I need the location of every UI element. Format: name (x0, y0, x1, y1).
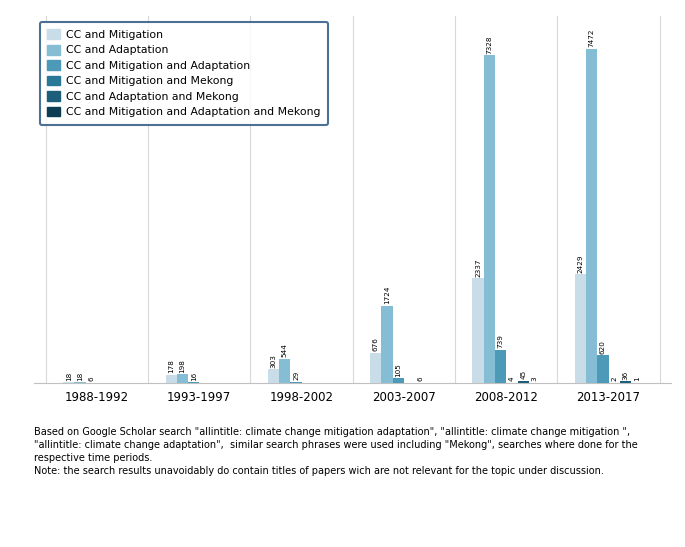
Text: 676: 676 (373, 337, 379, 351)
Bar (177, 374, 188, 383)
Text: 198: 198 (179, 359, 186, 373)
Text: 7472: 7472 (588, 29, 595, 48)
Bar (393, 378, 404, 383)
Bar (575, 275, 586, 383)
Text: 620: 620 (600, 340, 606, 354)
Text: 178: 178 (168, 359, 174, 374)
Text: 6: 6 (88, 376, 95, 381)
Text: 7328: 7328 (486, 36, 493, 54)
Text: 2429: 2429 (577, 254, 584, 273)
Bar (166, 375, 177, 383)
Bar (382, 306, 393, 383)
Text: 36: 36 (623, 370, 628, 380)
Text: 18: 18 (66, 371, 72, 381)
Bar (279, 359, 290, 383)
Bar (75, 382, 86, 383)
Text: 1: 1 (634, 377, 640, 381)
Text: 544: 544 (282, 344, 288, 357)
Bar (188, 382, 199, 383)
Text: 1724: 1724 (384, 286, 390, 304)
Bar (517, 381, 529, 383)
Text: Based on Google Scholar search "allintitle: climate change mitigation adaptation: Based on Google Scholar search "allintit… (34, 427, 638, 476)
Text: 16: 16 (190, 371, 197, 381)
Text: 303: 303 (271, 354, 277, 368)
Bar (620, 381, 631, 383)
Legend: CC and Mitigation, CC and Adaptation, CC and Mitigation and Adaptation, CC and M: CC and Mitigation, CC and Adaptation, CC… (40, 22, 327, 125)
Text: 2337: 2337 (475, 259, 481, 277)
Text: 739: 739 (497, 335, 503, 348)
Text: 105: 105 (395, 363, 401, 377)
Text: 6: 6 (418, 376, 424, 381)
Bar (586, 49, 597, 383)
Bar (290, 382, 301, 383)
Text: 45: 45 (520, 370, 526, 380)
Bar (597, 355, 608, 383)
Bar (495, 350, 506, 383)
Bar (268, 369, 279, 383)
Bar (63, 382, 75, 383)
Text: 2: 2 (611, 377, 617, 381)
Bar (484, 55, 495, 383)
Text: 18: 18 (77, 371, 83, 381)
Text: 29: 29 (293, 371, 299, 380)
Bar (473, 278, 484, 383)
Text: 3: 3 (532, 377, 538, 381)
Bar (370, 353, 382, 383)
Text: 4: 4 (509, 377, 515, 381)
